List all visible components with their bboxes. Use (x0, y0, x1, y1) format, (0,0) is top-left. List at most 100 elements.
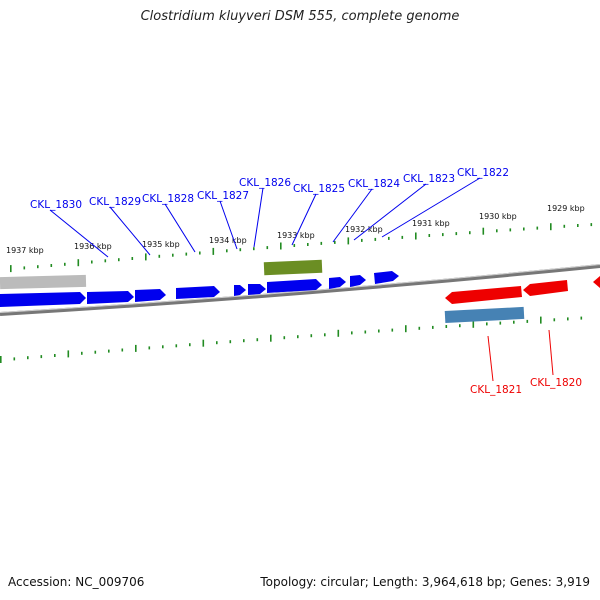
minor-tick (293, 244, 296, 247)
gene-label[interactable]: CKL_1820 (530, 377, 582, 389)
gene-arrow[interactable] (593, 276, 600, 288)
minor-tick (158, 254, 161, 258)
forward-genes (0, 271, 399, 307)
gene-label[interactable]: CKL_1830 (30, 199, 82, 211)
forward-strand (0, 259, 323, 290)
gene-arrow[interactable] (523, 280, 568, 296)
major-tick (280, 242, 282, 250)
gene-label[interactable]: CKL_1828 (142, 193, 194, 205)
kbp-label: 1935 kbp (142, 240, 180, 249)
gene-label[interactable]: CKL_1822 (457, 167, 509, 179)
callout-line (353, 183, 427, 241)
minor-tick (226, 249, 228, 253)
minor-tick (334, 240, 336, 244)
minor-tick (13, 357, 16, 361)
gene-arrow[interactable] (248, 284, 266, 295)
gene-arrow[interactable] (267, 279, 322, 293)
major-tick (347, 237, 350, 245)
minor-tick (499, 321, 502, 325)
minor-tick (442, 233, 444, 237)
major-tick (135, 344, 137, 352)
gene-arrow[interactable] (87, 291, 134, 304)
minor-tick (459, 324, 461, 328)
minor-tick (199, 251, 201, 255)
reverse-gene-labels: CKL_1821 CKL_1820 (470, 377, 582, 396)
forward-callouts (49, 177, 481, 258)
minor-tick (310, 334, 313, 338)
gene-arrow[interactable] (135, 289, 166, 302)
major-tick (0, 356, 2, 363)
reverse-callouts (487, 329, 554, 382)
gene-label[interactable]: CKL_1827 (197, 190, 249, 202)
gene-label[interactable]: CKL_1829 (89, 196, 141, 208)
major-tick (540, 316, 542, 324)
kbp-label: 1936 kbp (74, 242, 112, 251)
minor-tick (401, 235, 404, 239)
reverse-genes (444, 276, 600, 324)
minor-tick (361, 238, 363, 242)
forward-gene-labels: CKL_1830 CKL_1829 CKL_1828 CKL_1827 CKL_… (30, 167, 509, 211)
gene-arrow[interactable] (329, 277, 346, 289)
callout-line (332, 188, 373, 243)
minor-tick (428, 234, 431, 237)
minor-tick (175, 344, 178, 348)
callout-line (164, 203, 196, 253)
minor-tick (526, 319, 529, 323)
outer-tick-track (10, 223, 593, 273)
minor-tick (577, 224, 579, 227)
gene-arrow[interactable] (374, 271, 399, 284)
rna-feature[interactable] (263, 259, 323, 276)
minor-tick (391, 328, 394, 332)
callout-line (291, 193, 317, 246)
major-tick (405, 325, 407, 333)
minor-tick (283, 336, 286, 340)
minor-tick (513, 320, 515, 324)
gene-arrow[interactable] (350, 275, 366, 287)
gene-arrow[interactable] (176, 286, 220, 299)
gene-label[interactable]: CKL_1824 (348, 178, 400, 190)
minor-tick (50, 264, 53, 267)
kbp-label: 1930 kbp (479, 212, 517, 221)
minor-tick (364, 330, 367, 334)
genome-summary: Topology: circular; Length: 3,964,618 bp… (260, 575, 590, 589)
minor-tick (91, 260, 93, 264)
minor-tick (567, 317, 569, 321)
minor-tick (320, 241, 323, 245)
minor-tick (455, 232, 458, 236)
minor-tick (40, 355, 43, 359)
major-tick (10, 265, 12, 273)
minor-tick (374, 237, 377, 241)
major-tick (77, 259, 80, 267)
gene-label[interactable]: CKL_1826 (239, 177, 291, 189)
gene-arrow[interactable] (234, 285, 246, 296)
gene-label[interactable]: CKL_1821 (470, 384, 522, 396)
minor-tick (351, 331, 353, 335)
minor-tick (307, 243, 309, 246)
minor-tick (27, 356, 29, 360)
pseudo-feature[interactable] (444, 306, 525, 324)
genome-backbone (0, 264, 600, 316)
minor-tick (243, 339, 245, 343)
gene-label[interactable]: CKL_1823 (403, 173, 455, 185)
minor-tick (185, 252, 188, 256)
major-tick (212, 247, 215, 255)
other-feature[interactable] (0, 274, 87, 290)
minor-tick (37, 265, 39, 269)
major-tick (472, 320, 475, 328)
callout-line (381, 177, 481, 238)
gene-label[interactable]: CKL_1825 (293, 183, 345, 195)
gene-arrow[interactable] (0, 292, 86, 307)
minor-tick (118, 258, 120, 262)
major-tick (270, 334, 272, 342)
callout-line (487, 335, 494, 382)
minor-tick (229, 340, 232, 344)
minor-tick (253, 247, 255, 251)
minor-tick (297, 335, 299, 339)
minor-tick (445, 325, 448, 328)
gene-arrow[interactable] (445, 286, 522, 304)
minor-tick (486, 322, 488, 326)
kbp-label: 1929 kbp (547, 204, 585, 213)
minor-tick (388, 236, 390, 240)
accession-text: Accession: NC_009706 (8, 575, 145, 589)
